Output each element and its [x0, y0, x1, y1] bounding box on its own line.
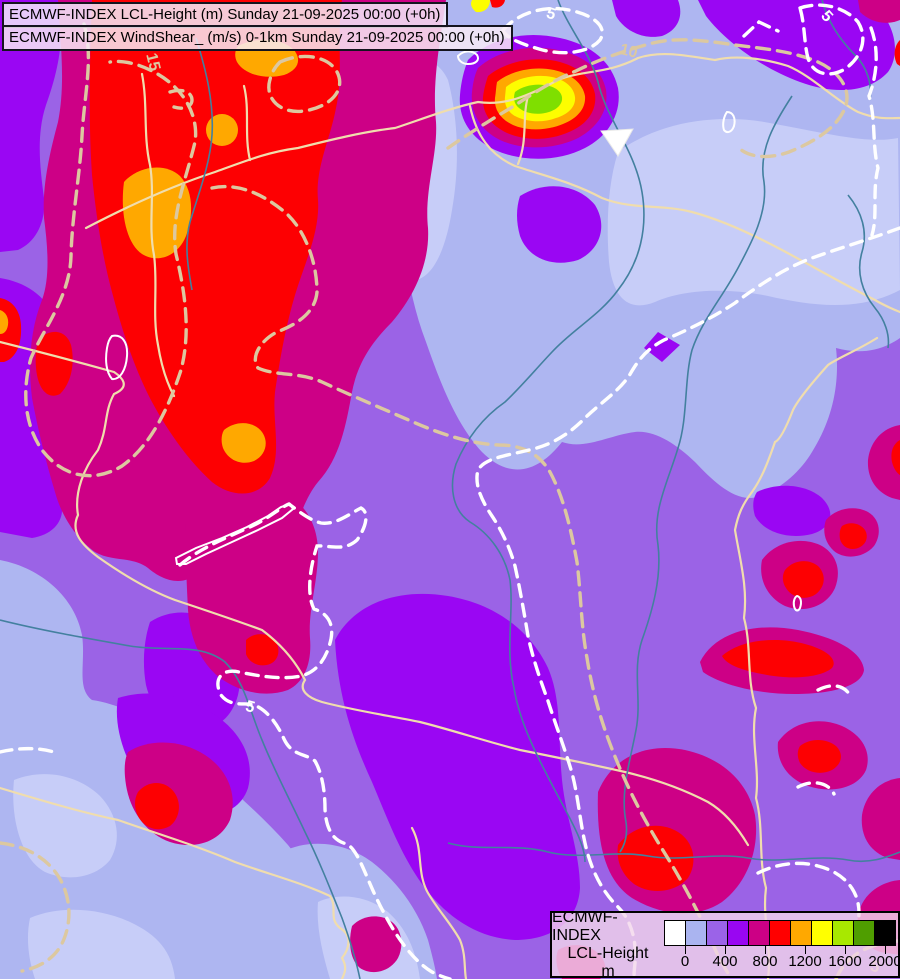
map-title-windshear: ECMWF-INDEX WindShear_ (m/s) 0-1km Sunda… [2, 25, 513, 51]
legend-source-label: ECMWF-INDEX [552, 908, 618, 944]
legend-variable-label: LCL-Height [567, 944, 649, 962]
legend-swatch [748, 920, 770, 946]
legend-tick-label: 800 [752, 953, 778, 970]
legend-tickmark [845, 946, 846, 954]
legend-box: ECMWF-INDEX LCL-Height m 0 400 800 1200 1600… [550, 909, 900, 979]
lake-outlines [105, 50, 802, 612]
legend-swatch [727, 920, 749, 946]
legend-swatch [874, 920, 896, 946]
legend-swatch [832, 920, 854, 946]
legend-swatch [664, 920, 686, 946]
contour-label-15: 15 [142, 51, 163, 72]
legend-swatch [769, 920, 791, 946]
legend-tick-label: 0 [680, 953, 690, 970]
legend-tick-label: 2000 [868, 953, 900, 970]
map-fill-red [0, 0, 900, 891]
legend-tickmark [885, 946, 886, 954]
legend-tickmark [805, 946, 806, 954]
map-fill-yellow-sliver [471, 0, 490, 13]
legend-tick-label: 400 [712, 953, 738, 970]
map-fill-violet [0, 0, 895, 940]
legend-swatch [706, 920, 728, 946]
legend-swatches [664, 920, 896, 946]
triangle-marker [600, 128, 634, 157]
contour-label-5-white-c: 5 [244, 698, 257, 717]
legend-tickmark [765, 946, 766, 954]
legend-tick-label: 1200 [788, 953, 822, 970]
legend-swatch [811, 920, 833, 946]
legend-tick-label: 1600 [828, 953, 862, 970]
legend-swatch [685, 920, 707, 946]
legend-swatch [790, 920, 812, 946]
windshear-contours-white [0, 3, 900, 979]
legend-swatch [853, 920, 875, 946]
legend-text-block: ECMWF-INDEX LCL-Height m [552, 909, 664, 979]
legend-tickmark [685, 946, 686, 954]
contour-label-10: 10 [618, 41, 639, 62]
bullseye-feature [459, 34, 619, 159]
legend-color-scale: 0 400 800 1200 1600 2000 [664, 913, 900, 976]
legend-unit-label: m [601, 962, 615, 979]
lake-neusiedl-outline [105, 334, 129, 381]
legend-tickmark [725, 946, 726, 954]
